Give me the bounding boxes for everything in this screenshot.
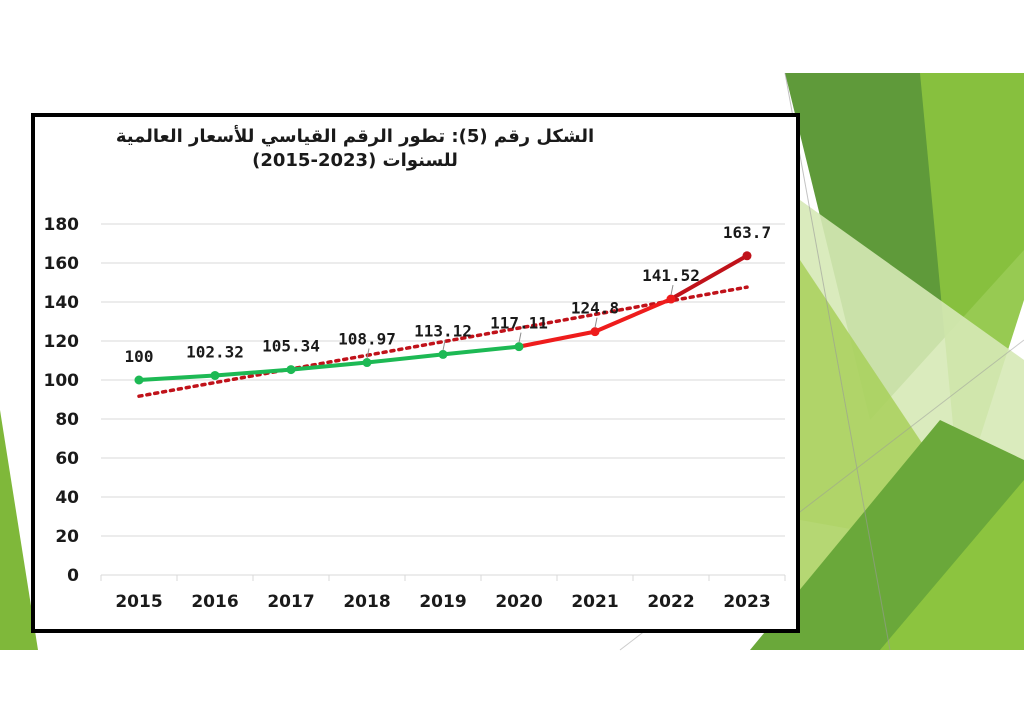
y-tick-label: 40 — [55, 488, 79, 508]
data-label: 105.34 — [262, 337, 320, 356]
data-label-leader — [366, 348, 370, 359]
data-label: 163.7 — [723, 223, 771, 242]
y-tick-label: 20 — [55, 527, 79, 547]
chart-title-line-1: الشكل رقم (5): تطور الرقم القياسي للأسعا… — [115, 126, 595, 147]
data-point — [438, 349, 448, 359]
data-label: 113.12 — [414, 321, 472, 340]
deco-shape-top-light — [920, 73, 1024, 500]
x-tick-label: 2021 — [571, 592, 618, 612]
x-tick-label: 2022 — [647, 592, 694, 612]
data-label: 124.8 — [571, 299, 619, 318]
x-tick-label: 2015 — [115, 592, 162, 612]
series-line-segment — [517, 329, 597, 349]
x-tick-label: 2020 — [495, 592, 542, 612]
data-label: 108.97 — [338, 330, 396, 349]
x-tick-label: 2019 — [419, 592, 466, 612]
data-label-leader — [442, 340, 446, 351]
y-tick-label: 0 — [67, 566, 79, 586]
chart-title: الشكل رقم (5): تطور الرقم القياسي للأسعا… — [35, 125, 675, 173]
data-point — [286, 365, 296, 375]
y-tick-label: 140 — [44, 293, 80, 313]
y-tick-label: 120 — [44, 332, 80, 352]
series-line-segment — [289, 360, 369, 372]
series-line-segment — [441, 344, 521, 357]
x-tick-label: 2023 — [723, 592, 770, 612]
data-point — [666, 294, 676, 304]
data-point — [362, 358, 372, 368]
deco-shape-bottom-bright — [880, 480, 1024, 650]
x-tick-label: 2018 — [343, 592, 390, 612]
y-tick-label: 180 — [44, 215, 80, 235]
data-point — [134, 375, 144, 385]
series-line-segment — [137, 373, 217, 382]
series-line-segment — [365, 352, 445, 365]
x-tick-label: 2016 — [191, 592, 238, 612]
data-point — [742, 251, 752, 261]
chart-title-line-2: للسنوات (2023-2015) — [252, 150, 458, 171]
data-point — [210, 370, 220, 380]
y-tick-label: 100 — [44, 371, 80, 391]
data-label-leader — [670, 284, 674, 296]
y-tick-label: 80 — [55, 410, 79, 430]
data-point — [590, 327, 600, 337]
deco-shape-left-edge — [0, 410, 38, 650]
data-label: 141.52 — [642, 266, 700, 285]
y-tick-label: 60 — [55, 449, 79, 469]
series-line-segment — [213, 367, 293, 378]
series-line-segment — [593, 297, 673, 334]
data-label: 117.11 — [490, 314, 548, 333]
data-label-leader — [594, 317, 598, 328]
series-line-segment — [669, 253, 749, 302]
data-label-leader — [518, 332, 522, 343]
chart-container: الشكل رقم (5): تطور الرقم القياسي للأسعا… — [31, 113, 800, 633]
deco-thin-line — [784, 72, 891, 651]
y-tick-label: 160 — [44, 254, 80, 274]
data-label: 102.32 — [186, 342, 244, 361]
line-chart: 0 20 40 60 80 100 120 140 160 180 2015 2016 2017 2018… — [44, 215, 786, 612]
data-point — [514, 342, 524, 352]
trendline — [137, 285, 749, 398]
x-tick-label: 2017 — [267, 592, 314, 612]
data-label: 100 — [125, 347, 154, 366]
